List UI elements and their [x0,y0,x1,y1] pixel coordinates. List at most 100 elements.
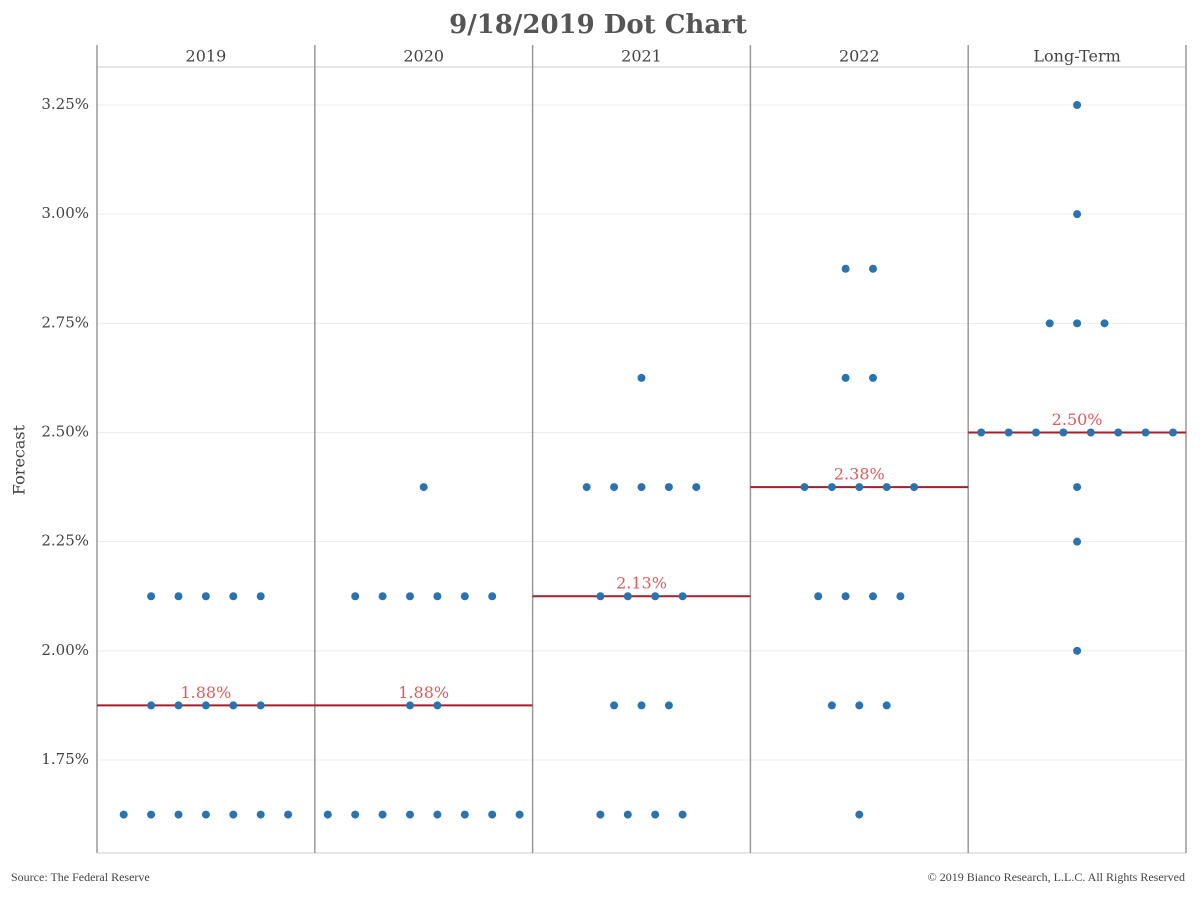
dot [610,483,619,492]
dot [256,592,265,601]
y-tick-label: 2.75% [41,313,89,331]
dot [1004,428,1013,437]
median-label: 1.88% [398,683,449,702]
dot [351,810,360,819]
dot [623,810,632,819]
dot [256,701,265,710]
dot [1100,319,1109,328]
dot [910,483,919,492]
copyright: © 2019 Bianco Research, L.L.C. All Right… [928,870,1185,884]
dot [378,810,387,819]
dot [1073,319,1082,328]
dot [1141,428,1150,437]
panel-header: 2019 [186,47,227,66]
dot [855,483,864,492]
dot [596,592,605,601]
dot [419,483,428,492]
y-tick-label: 1.75% [41,750,89,768]
dot [678,592,687,601]
dot [855,810,864,819]
dot [896,592,905,601]
dot [610,701,619,710]
median-label: 2.50% [1052,410,1103,429]
dot [678,810,687,819]
chart-title: 9/18/2019 Dot Chart [449,10,747,40]
dot [841,592,850,601]
dot [1073,646,1082,655]
dot [637,483,646,492]
y-tick-label: 2.50% [41,422,89,440]
dot [623,592,632,601]
dot [460,592,469,601]
dot [582,483,591,492]
dot [201,810,210,819]
dot [119,810,128,819]
dot [229,810,238,819]
dot [433,810,442,819]
dot [841,264,850,273]
dot [488,810,497,819]
median-label: 2.38% [834,465,885,484]
dot [174,592,183,601]
dot [1073,537,1082,546]
median-label: 1.88% [180,683,231,702]
dot [460,810,469,819]
dot [378,592,387,601]
y-tick-label: 2.25% [41,532,89,550]
panel-header: 2022 [839,47,880,66]
dot [147,592,156,601]
dot [827,483,836,492]
dot [1045,319,1054,328]
dot [1114,428,1123,437]
dot [882,483,891,492]
panel-header: 2021 [621,47,662,66]
dot [229,701,238,710]
dot [229,592,238,601]
dot [1073,210,1082,219]
dot [147,810,156,819]
dot [869,373,877,382]
dot [814,592,823,601]
dot [174,701,183,710]
dot [637,701,646,710]
dot [1086,428,1095,437]
dot [433,592,442,601]
median-label: 2.13% [616,574,667,593]
panel-header: 2020 [403,47,444,66]
dot [800,483,809,492]
dot [488,592,497,601]
dot [855,701,864,710]
dot [515,810,524,819]
y-axis-label: Forecast [10,424,29,495]
dot [351,592,360,601]
dot [869,592,877,601]
dot [882,701,891,710]
dot [201,592,210,601]
dot [664,483,673,492]
dot [664,701,673,710]
dot [147,701,156,710]
dot [1059,428,1068,437]
dot [651,592,660,601]
y-tick-label: 2.00% [41,641,89,659]
dot [692,483,701,492]
dot [1073,100,1082,109]
dot [1169,428,1177,437]
dot [201,701,210,710]
dot [406,592,414,601]
dot [174,810,183,819]
dot [433,701,442,710]
dot [827,701,836,710]
source: Source: The Federal Reserve [11,870,150,884]
dot [651,810,660,819]
dot [869,264,877,273]
dot [637,373,646,382]
dot [323,810,332,819]
dot [977,428,986,437]
dot [284,810,293,819]
dot [841,373,850,382]
dot [256,810,265,819]
dot [1073,483,1082,492]
dot [406,701,414,710]
